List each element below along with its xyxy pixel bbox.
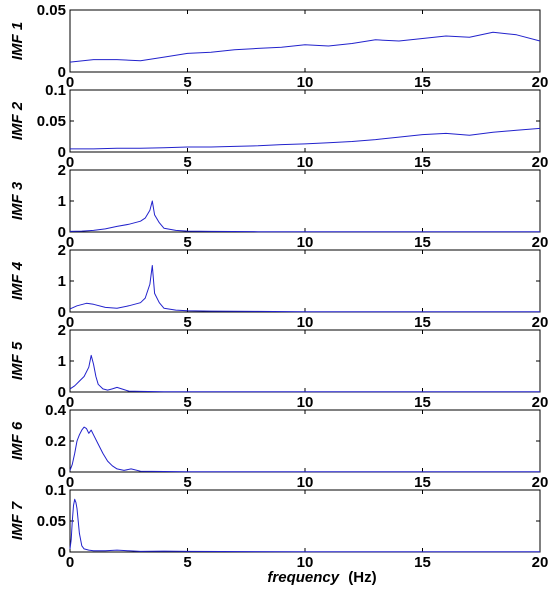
x-tick-label: 0	[66, 74, 74, 91]
y-tick-label: 0.05	[37, 2, 66, 19]
series-line	[69, 354, 540, 393]
panel-3: 0 5 10 15 20 0 1 2 IMF 3	[9, 162, 548, 251]
y-tick-label: 2	[58, 162, 66, 179]
x-tick-label: 15	[414, 554, 431, 571]
panel-2: 0 5 10 15 20 0 0.05 0.1 IMF 2	[9, 82, 548, 171]
y-tick-label: 0	[58, 64, 66, 81]
y-axis-label: IMF 7	[9, 501, 26, 540]
axes-box	[69, 169, 541, 233]
y-axis-label: IMF 3	[9, 181, 26, 220]
axes-box	[69, 329, 541, 393]
y-tick-label: 2	[58, 322, 66, 339]
panel-4: 0 5 10 15 20 0 1 2 IMF 4	[9, 242, 548, 331]
y-axis-label: IMF 2	[9, 101, 26, 140]
y-tick-label: 1	[58, 273, 66, 290]
x-axis-label-unit: (Hz)	[348, 569, 376, 586]
x-tick-label: 10	[297, 234, 314, 251]
y-tick-label: 0.05	[37, 513, 66, 530]
y-tick-label: 2	[58, 242, 66, 259]
y-tick-label: 0	[58, 544, 66, 561]
x-tick-label: 5	[183, 314, 191, 331]
series-line	[69, 31, 541, 63]
x-tick-label: 5	[183, 474, 191, 491]
series-line	[69, 200, 540, 233]
y-tick-label: 0.2	[45, 433, 66, 450]
x-tick-label: 0	[66, 234, 74, 251]
panel-1: 0 5 10 15 20 0 0.05 IMF 1	[9, 2, 548, 91]
y-tick-label: 0.1	[45, 482, 66, 499]
axes-box	[69, 9, 541, 73]
x-tick-label: 15	[414, 314, 431, 331]
x-tick-label: 10	[297, 154, 314, 171]
x-tick-label: 15	[414, 234, 431, 251]
x-tick-label: 0	[66, 314, 74, 331]
x-tick-label: 20	[532, 234, 549, 251]
x-tick-label: 10	[297, 314, 314, 331]
panel-6: 0 5 10 15 20 0 0.2 0.4 IMF 6	[9, 402, 548, 491]
y-axis-label: IMF 6	[9, 421, 26, 460]
x-tick-label: 0	[66, 394, 74, 411]
x-tick-label: 10	[297, 474, 314, 491]
y-tick-label: 0	[58, 224, 66, 241]
x-tick-label: 15	[414, 154, 431, 171]
x-tick-label: 10	[297, 74, 314, 91]
x-tick-label: 20	[532, 154, 549, 171]
x-tick-label: 0	[66, 154, 74, 171]
y-tick-label: 1	[58, 193, 66, 210]
axes-box	[69, 409, 541, 473]
x-tick-label: 15	[414, 74, 431, 91]
x-tick-label: 20	[532, 394, 549, 411]
x-tick-label: 0	[66, 554, 74, 571]
series-line	[70, 127, 541, 150]
y-axis-label: IMF 5	[9, 341, 26, 380]
x-axis-label: frequency (Hz)	[267, 569, 376, 586]
y-tick-label: 0.1	[45, 82, 66, 99]
series-line	[69, 498, 540, 553]
x-tick-label: 15	[414, 474, 431, 491]
series-line	[69, 265, 540, 313]
y-tick-label: 0	[58, 464, 66, 481]
panel-5: 0 5 10 15 20 0 1 2 IMF 5	[9, 322, 548, 411]
y-tick-label: 0	[58, 304, 66, 321]
y-tick-label: 0.4	[45, 402, 67, 419]
x-tick-label: 5	[183, 394, 191, 411]
x-tick-label: 10	[297, 554, 314, 571]
x-tick-label: 15	[414, 394, 431, 411]
x-tick-label: 10	[297, 394, 314, 411]
axes-box	[69, 89, 541, 153]
x-tick-label: 20	[532, 474, 549, 491]
x-tick-label: 20	[532, 74, 549, 91]
x-tick-label: 5	[183, 554, 191, 571]
y-tick-label: 0.05	[37, 113, 66, 130]
panel-7: 0 5 10 15 20 0 0.05 0.1 IMF 7	[9, 482, 548, 571]
y-axis-label: IMF 1	[9, 22, 26, 60]
x-tick-label: 5	[183, 234, 191, 251]
y-tick-label: 0	[58, 384, 66, 401]
y-axis-label: IMF 4	[9, 261, 26, 300]
y-tick-label: 1	[58, 353, 66, 370]
x-tick-label: 0	[66, 474, 74, 491]
y-tick-label: 0	[58, 144, 66, 161]
x-tick-label: 20	[532, 314, 549, 331]
axes-box	[69, 489, 541, 553]
x-tick-label: 5	[183, 74, 191, 91]
x-tick-label: 5	[183, 154, 191, 171]
x-tick-label: 20	[532, 554, 549, 571]
x-axis-label-name: frequency	[267, 569, 339, 586]
series-line	[69, 426, 540, 473]
